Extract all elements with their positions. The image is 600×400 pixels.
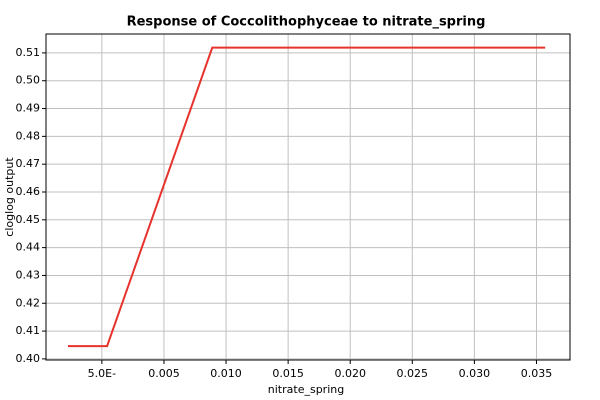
x-axis-label: nitrate_spring [268,383,344,396]
y-tick-label: 0.45 [16,213,41,226]
y-tick-label: 0.48 [16,129,41,142]
y-tick-label: 0.44 [16,241,41,254]
y-tick-label: 0.50 [16,74,41,87]
y-tick-label: 0.41 [16,324,41,337]
x-tick-label: 0.005 [148,367,180,380]
y-tick-label: 0.46 [16,185,41,198]
y-tick-label: 0.42 [16,296,41,309]
x-tick-label: 0.030 [459,367,491,380]
y-tick-label: 0.40 [16,352,41,365]
y-tick-label: 0.49 [16,102,41,115]
x-tick-label: 0.020 [334,367,366,380]
x-tick-label: 0.035 [521,367,553,380]
x-tick-label: 0.025 [397,367,429,380]
y-tick-label: 0.47 [16,157,41,170]
y-tick-label: 0.51 [16,46,41,59]
y-tick-label: 0.43 [16,268,41,281]
plot-frame [45,33,571,361]
x-tick-label: 5.0E- [88,367,116,380]
y-axis-label: cloglog output [3,157,16,237]
x-tick-label: 0.015 [272,367,304,380]
chart-title: Response of Coccolithophyceae to nitrate… [127,15,486,30]
x-tick-label: 0.010 [210,367,242,380]
line-series [67,46,546,348]
